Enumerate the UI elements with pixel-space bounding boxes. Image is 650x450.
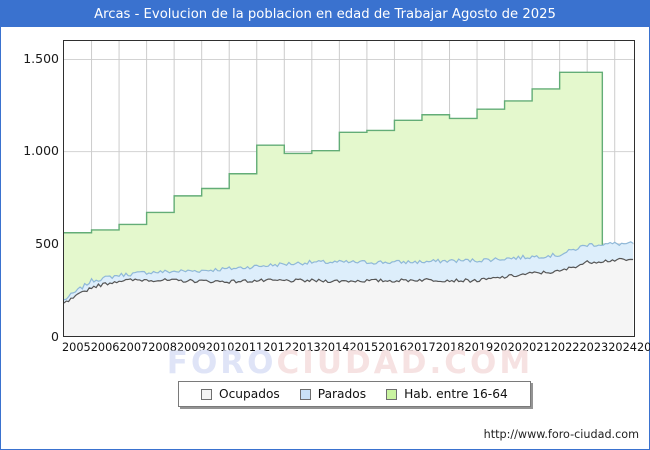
chart-canvas — [64, 41, 634, 336]
x-axis-tick-label: 2010 — [205, 341, 235, 354]
x-axis-tick-label: 2021 — [522, 341, 551, 354]
legend-label: Ocupados — [219, 387, 280, 401]
x-axis-tick-label: 2017 — [407, 341, 436, 354]
x-axis-tick-label: 2011 — [234, 341, 264, 354]
x-axis-tick-label: 2024 — [608, 341, 637, 354]
x-axis-tick-label: 2008 — [148, 341, 177, 354]
window-title-bar: Arcas - Evolucion de la poblacion en eda… — [1, 1, 649, 27]
chart-legend: Ocupados Parados Hab. entre 16-64 — [178, 381, 531, 407]
x-axis-tick-label: 2023 — [579, 341, 609, 354]
x-axis-tick-label: 2005 — [62, 341, 91, 354]
y-axis-labels: 0 500 1.000 1.500 — [1, 40, 59, 344]
x-axis-tick-label: 2007 — [119, 341, 149, 354]
legend-label: Parados — [317, 387, 367, 401]
y-axis-tick-label: 1.000 — [23, 143, 59, 159]
legend-label: Hab. entre 16-64 — [404, 387, 508, 401]
y-axis-tick-label: 0 — [51, 329, 59, 344]
x-axis-tick-label: 2025 — [637, 341, 650, 354]
legend-item-1[interactable]: Parados — [299, 387, 367, 401]
x-axis-tick-label: 2016 — [378, 341, 407, 354]
x-axis-tick-label: 2012 — [263, 341, 292, 354]
legend-item-0[interactable]: Ocupados — [201, 387, 280, 401]
y-axis-tick-label: 1.500 — [23, 50, 59, 66]
x-axis-tick-label: 2018 — [435, 341, 465, 354]
y-axis-tick-label: 500 — [35, 236, 59, 252]
x-axis-tick-label: 2019 — [464, 341, 494, 354]
chart-plot-area — [63, 40, 635, 337]
x-axis-tick-label: 2014 — [320, 341, 350, 354]
x-axis-tick-label: 2020 — [493, 341, 522, 354]
x-axis-tick-label: 2013 — [292, 341, 321, 354]
legend-item-2[interactable]: Hab. entre 16-64 — [386, 387, 508, 401]
page-title: Arcas - Evolucion de la poblacion en eda… — [94, 6, 556, 22]
x-axis-tick-label: 2006 — [90, 341, 120, 354]
x-axis-tick-label: 2009 — [177, 341, 206, 354]
x-axis-labels: 2005 2006 2007 2008 2009 2010 2011 2012 2013 2014… — [62, 341, 650, 357]
legend-swatch-icon — [299, 388, 311, 400]
legend-swatch-icon — [386, 388, 398, 400]
legend-swatch-icon — [201, 388, 212, 400]
footer-url: http://www.foro-ciudad.com — [483, 428, 639, 441]
x-axis-tick-label: 2015 — [349, 341, 379, 354]
x-axis-tick-label: 2022 — [550, 341, 580, 354]
